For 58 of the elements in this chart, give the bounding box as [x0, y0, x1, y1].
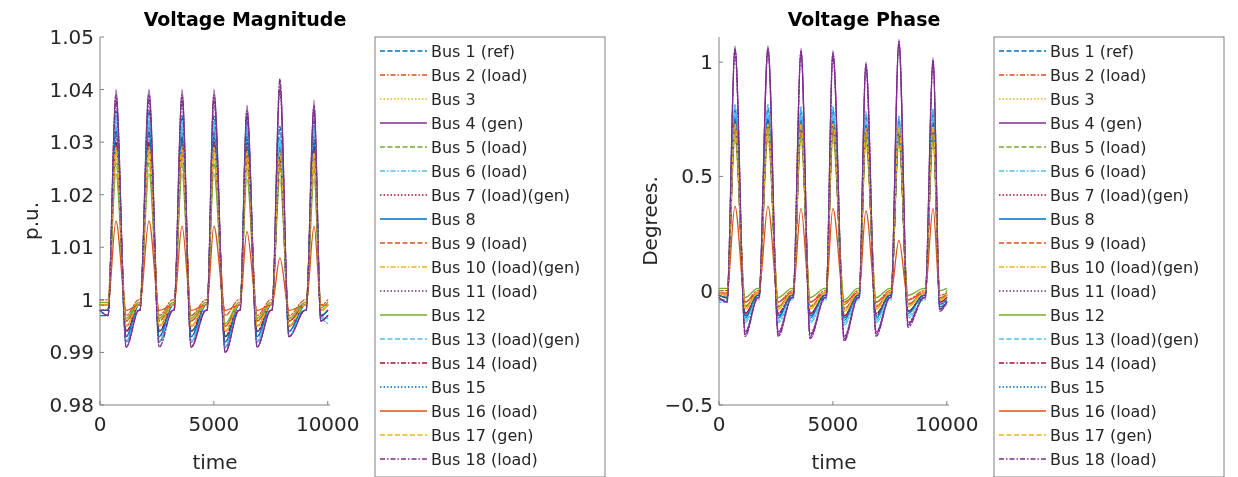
x-axis-title: time — [811, 450, 857, 474]
legend-label: Bus 7 (load)(gen) — [431, 185, 571, 205]
chart-title: Voltage Magnitude — [143, 8, 347, 30]
x-tick-label: 5000 — [188, 412, 240, 436]
legend-label: Bus 11 (load) — [1050, 281, 1157, 301]
legend-label: Bus 17 (gen) — [1050, 425, 1153, 445]
legend-label: Bus 12 — [431, 305, 486, 325]
y-tick-label: 0.5 — [681, 164, 713, 189]
y-tick-label: 1 — [81, 287, 94, 312]
legend-label: Bus 4 (gen) — [431, 113, 524, 133]
y-tick-label: 1.01 — [49, 235, 94, 260]
y-tick-label: 1.02 — [49, 182, 94, 207]
legend-label: Bus 8 — [1050, 209, 1095, 229]
x-tick-label: 5000 — [807, 412, 859, 436]
y-axis-title: p.u. — [19, 201, 43, 241]
legend-label: Bus 5 (load) — [431, 137, 528, 157]
legend-label: Bus 9 (load) — [1050, 233, 1147, 253]
legend-label: Bus 3 — [1050, 89, 1095, 109]
y-axis-title: Degrees. — [638, 176, 662, 266]
legend-label: Bus 2 (load) — [1050, 65, 1147, 85]
y-tick-label: 0.98 — [49, 393, 94, 417]
legend-label: Bus 13 (load)(gen) — [431, 329, 581, 349]
x-axis-title: time — [192, 450, 238, 474]
y-tick-label: 1.04 — [49, 77, 94, 102]
legend-label: Bus 11 (load) — [431, 281, 538, 301]
y-tick-label: 1.03 — [49, 130, 94, 155]
legend-label: Bus 10 (load)(gen) — [431, 257, 581, 277]
legend-label: Bus 10 (load)(gen) — [1050, 257, 1200, 277]
y-tick-label: 0 — [700, 278, 713, 303]
x-tick-label: 10000 — [914, 412, 979, 436]
legend-label: Bus 15 — [1050, 377, 1105, 397]
legend-label: Bus 18 (load) — [1050, 449, 1157, 469]
legend-label: Bus 12 — [1050, 305, 1105, 325]
y-tick-label: 1.05 — [49, 25, 94, 49]
legend-label: Bus 5 (load) — [1050, 137, 1147, 157]
legend-label: Bus 14 (load) — [1050, 353, 1157, 373]
legend-label: Bus 14 (load) — [431, 353, 538, 373]
chart-title: Voltage Phase — [787, 8, 941, 30]
y-tick-label: 0.99 — [49, 340, 94, 365]
x-tick-label: 10000 — [295, 412, 360, 436]
legend-label: Bus 4 (gen) — [1050, 113, 1143, 133]
legend-label: Bus 6 (load) — [1050, 161, 1147, 181]
legend-label: Bus 3 — [431, 89, 476, 109]
legend-label: Bus 16 (load) — [1050, 401, 1157, 421]
legend-label: Bus 18 (load) — [431, 449, 538, 469]
legend-label: Bus 17 (gen) — [431, 425, 534, 445]
y-tick-label: 1 — [700, 50, 713, 75]
legend-label: Bus 15 — [431, 377, 486, 397]
legend-label: Bus 1 (ref) — [1050, 41, 1134, 61]
legend-label: Bus 2 (load) — [431, 65, 528, 85]
legend-label: Bus 1 (ref) — [431, 41, 515, 61]
legend-label: Bus 16 (load) — [431, 401, 538, 421]
legend-label: Bus 6 (load) — [431, 161, 528, 181]
legend-label: Bus 9 (load) — [431, 233, 528, 253]
legend-label: Bus 7 (load)(gen) — [1050, 185, 1190, 205]
legend-label: Bus 8 — [431, 209, 476, 229]
legend-label: Bus 13 (load)(gen) — [1050, 329, 1200, 349]
y-tick-label: −0.5 — [664, 393, 713, 417]
